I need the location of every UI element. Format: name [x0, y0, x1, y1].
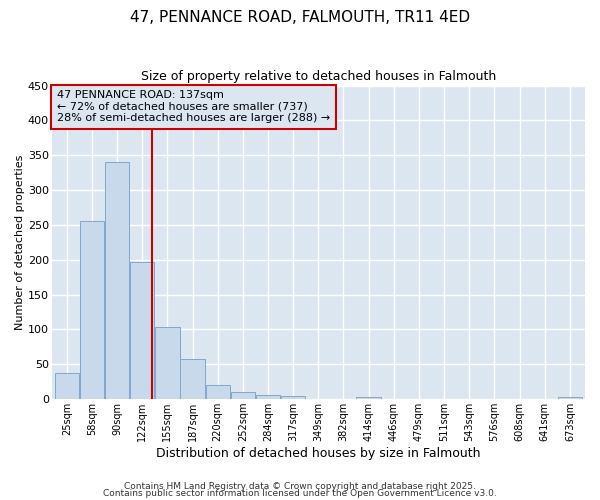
Bar: [105, 162, 129, 399]
Bar: [80, 222, 104, 399]
Bar: [256, 395, 280, 399]
Text: 47 PENNANCE ROAD: 137sqm
← 72% of detached houses are smaller (737)
28% of semi-: 47 PENNANCE ROAD: 137sqm ← 72% of detach…: [57, 90, 330, 124]
Bar: [206, 384, 230, 399]
Bar: [558, 397, 582, 399]
Text: Contains HM Land Registry data © Crown copyright and database right 2025.: Contains HM Land Registry data © Crown c…: [124, 482, 476, 491]
Bar: [181, 360, 205, 399]
Bar: [281, 396, 305, 399]
X-axis label: Distribution of detached houses by size in Falmouth: Distribution of detached houses by size …: [156, 447, 481, 460]
Bar: [130, 262, 154, 399]
Text: Contains public sector information licensed under the Open Government Licence v3: Contains public sector information licen…: [103, 490, 497, 498]
Bar: [55, 374, 79, 399]
Title: Size of property relative to detached houses in Falmouth: Size of property relative to detached ho…: [141, 70, 496, 83]
Bar: [230, 392, 255, 399]
Y-axis label: Number of detached properties: Number of detached properties: [15, 154, 25, 330]
Text: 47, PENNANCE ROAD, FALMOUTH, TR11 4ED: 47, PENNANCE ROAD, FALMOUTH, TR11 4ED: [130, 10, 470, 25]
Bar: [356, 397, 381, 399]
Bar: [155, 326, 179, 399]
